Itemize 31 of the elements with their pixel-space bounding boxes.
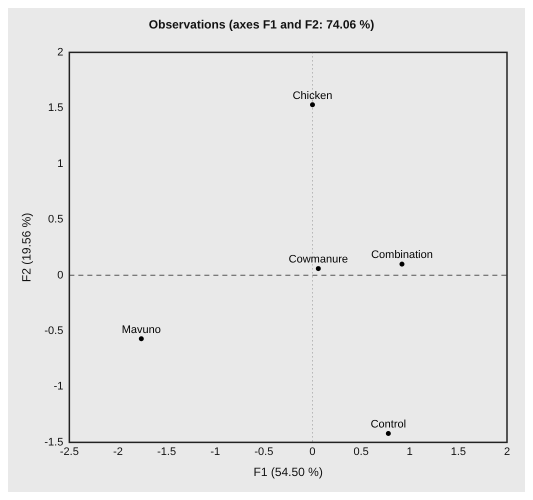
series-label: Control <box>370 418 406 431</box>
y-tick-label: -1 <box>54 380 64 393</box>
x-axis-title: F1 (54.50 %) <box>253 465 323 480</box>
point <box>399 262 404 267</box>
x-tick-label: -1 <box>210 446 220 458</box>
x-tick-label: -2 <box>113 446 123 458</box>
y-tick-label: -0.5 <box>44 325 64 338</box>
y-tick-label: 0 <box>57 269 64 282</box>
y-axis-title: F2 (19.56 %) <box>20 212 34 282</box>
y-tick-label: 1 <box>57 158 64 170</box>
series-label: Cowmanure <box>288 254 348 266</box>
point <box>310 102 315 108</box>
x-tick-label: 1.5 <box>450 446 466 458</box>
x-tick-label: 0.5 <box>353 446 369 458</box>
y-tick-label: -1.5 <box>44 436 64 448</box>
y-tick-label: 2 <box>57 46 64 58</box>
point <box>386 430 391 436</box>
y-tick-label: 1.5 <box>48 102 64 114</box>
series-label: Combination <box>371 249 433 262</box>
point <box>316 266 321 272</box>
y-tick-label: 0.5 <box>48 214 64 226</box>
series-label: Chicken <box>292 90 332 102</box>
x-tick-label: -1.5 <box>157 446 176 458</box>
x-tick-label: 2 <box>504 446 510 458</box>
point <box>138 336 144 342</box>
x-tick-label: -0.5 <box>254 446 274 458</box>
series-label: Mavuno <box>122 324 161 336</box>
x-tick-label: 0 <box>309 446 316 458</box>
chart-title: Observations (axes F1 and F2: 74.06 %) <box>148 18 374 32</box>
x-tick-label: 1 <box>406 446 413 458</box>
x-tick-label: -2.5 <box>60 446 79 458</box>
